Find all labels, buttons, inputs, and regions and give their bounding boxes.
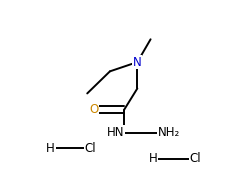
Text: Cl: Cl	[84, 142, 96, 155]
Text: H: H	[148, 152, 157, 165]
Text: O: O	[89, 103, 99, 116]
Text: NH₂: NH₂	[158, 126, 180, 139]
Text: N: N	[133, 56, 142, 69]
Text: H: H	[46, 142, 55, 155]
Text: Cl: Cl	[189, 152, 201, 165]
Text: HN: HN	[107, 126, 124, 139]
